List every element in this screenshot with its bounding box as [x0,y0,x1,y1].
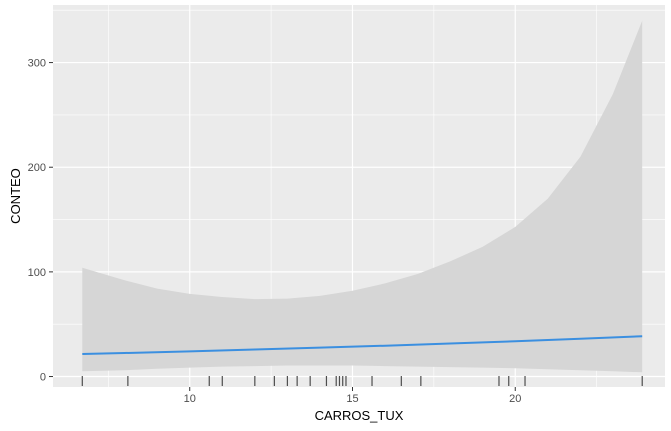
y-tick-label: 100 [28,267,46,279]
y-axis-title: CONTEO [8,168,23,224]
y-axis-ticks: 0 100 200 300 [28,58,53,384]
x-tick-label: 10 [184,393,196,405]
fit-line [82,335,643,355]
x-axis-ticks: 10 15 20 [184,387,521,405]
y-tick-label: 300 [28,58,46,70]
rug-marks [81,376,643,386]
x-axis-title: CARROS_TUX [315,408,404,423]
y-tick-label: 0 [40,372,46,384]
y-tick-label: 200 [28,162,46,174]
x-tick-label: 15 [346,393,358,405]
x-tick-label: 20 [509,393,521,405]
confidence-band [82,20,643,373]
